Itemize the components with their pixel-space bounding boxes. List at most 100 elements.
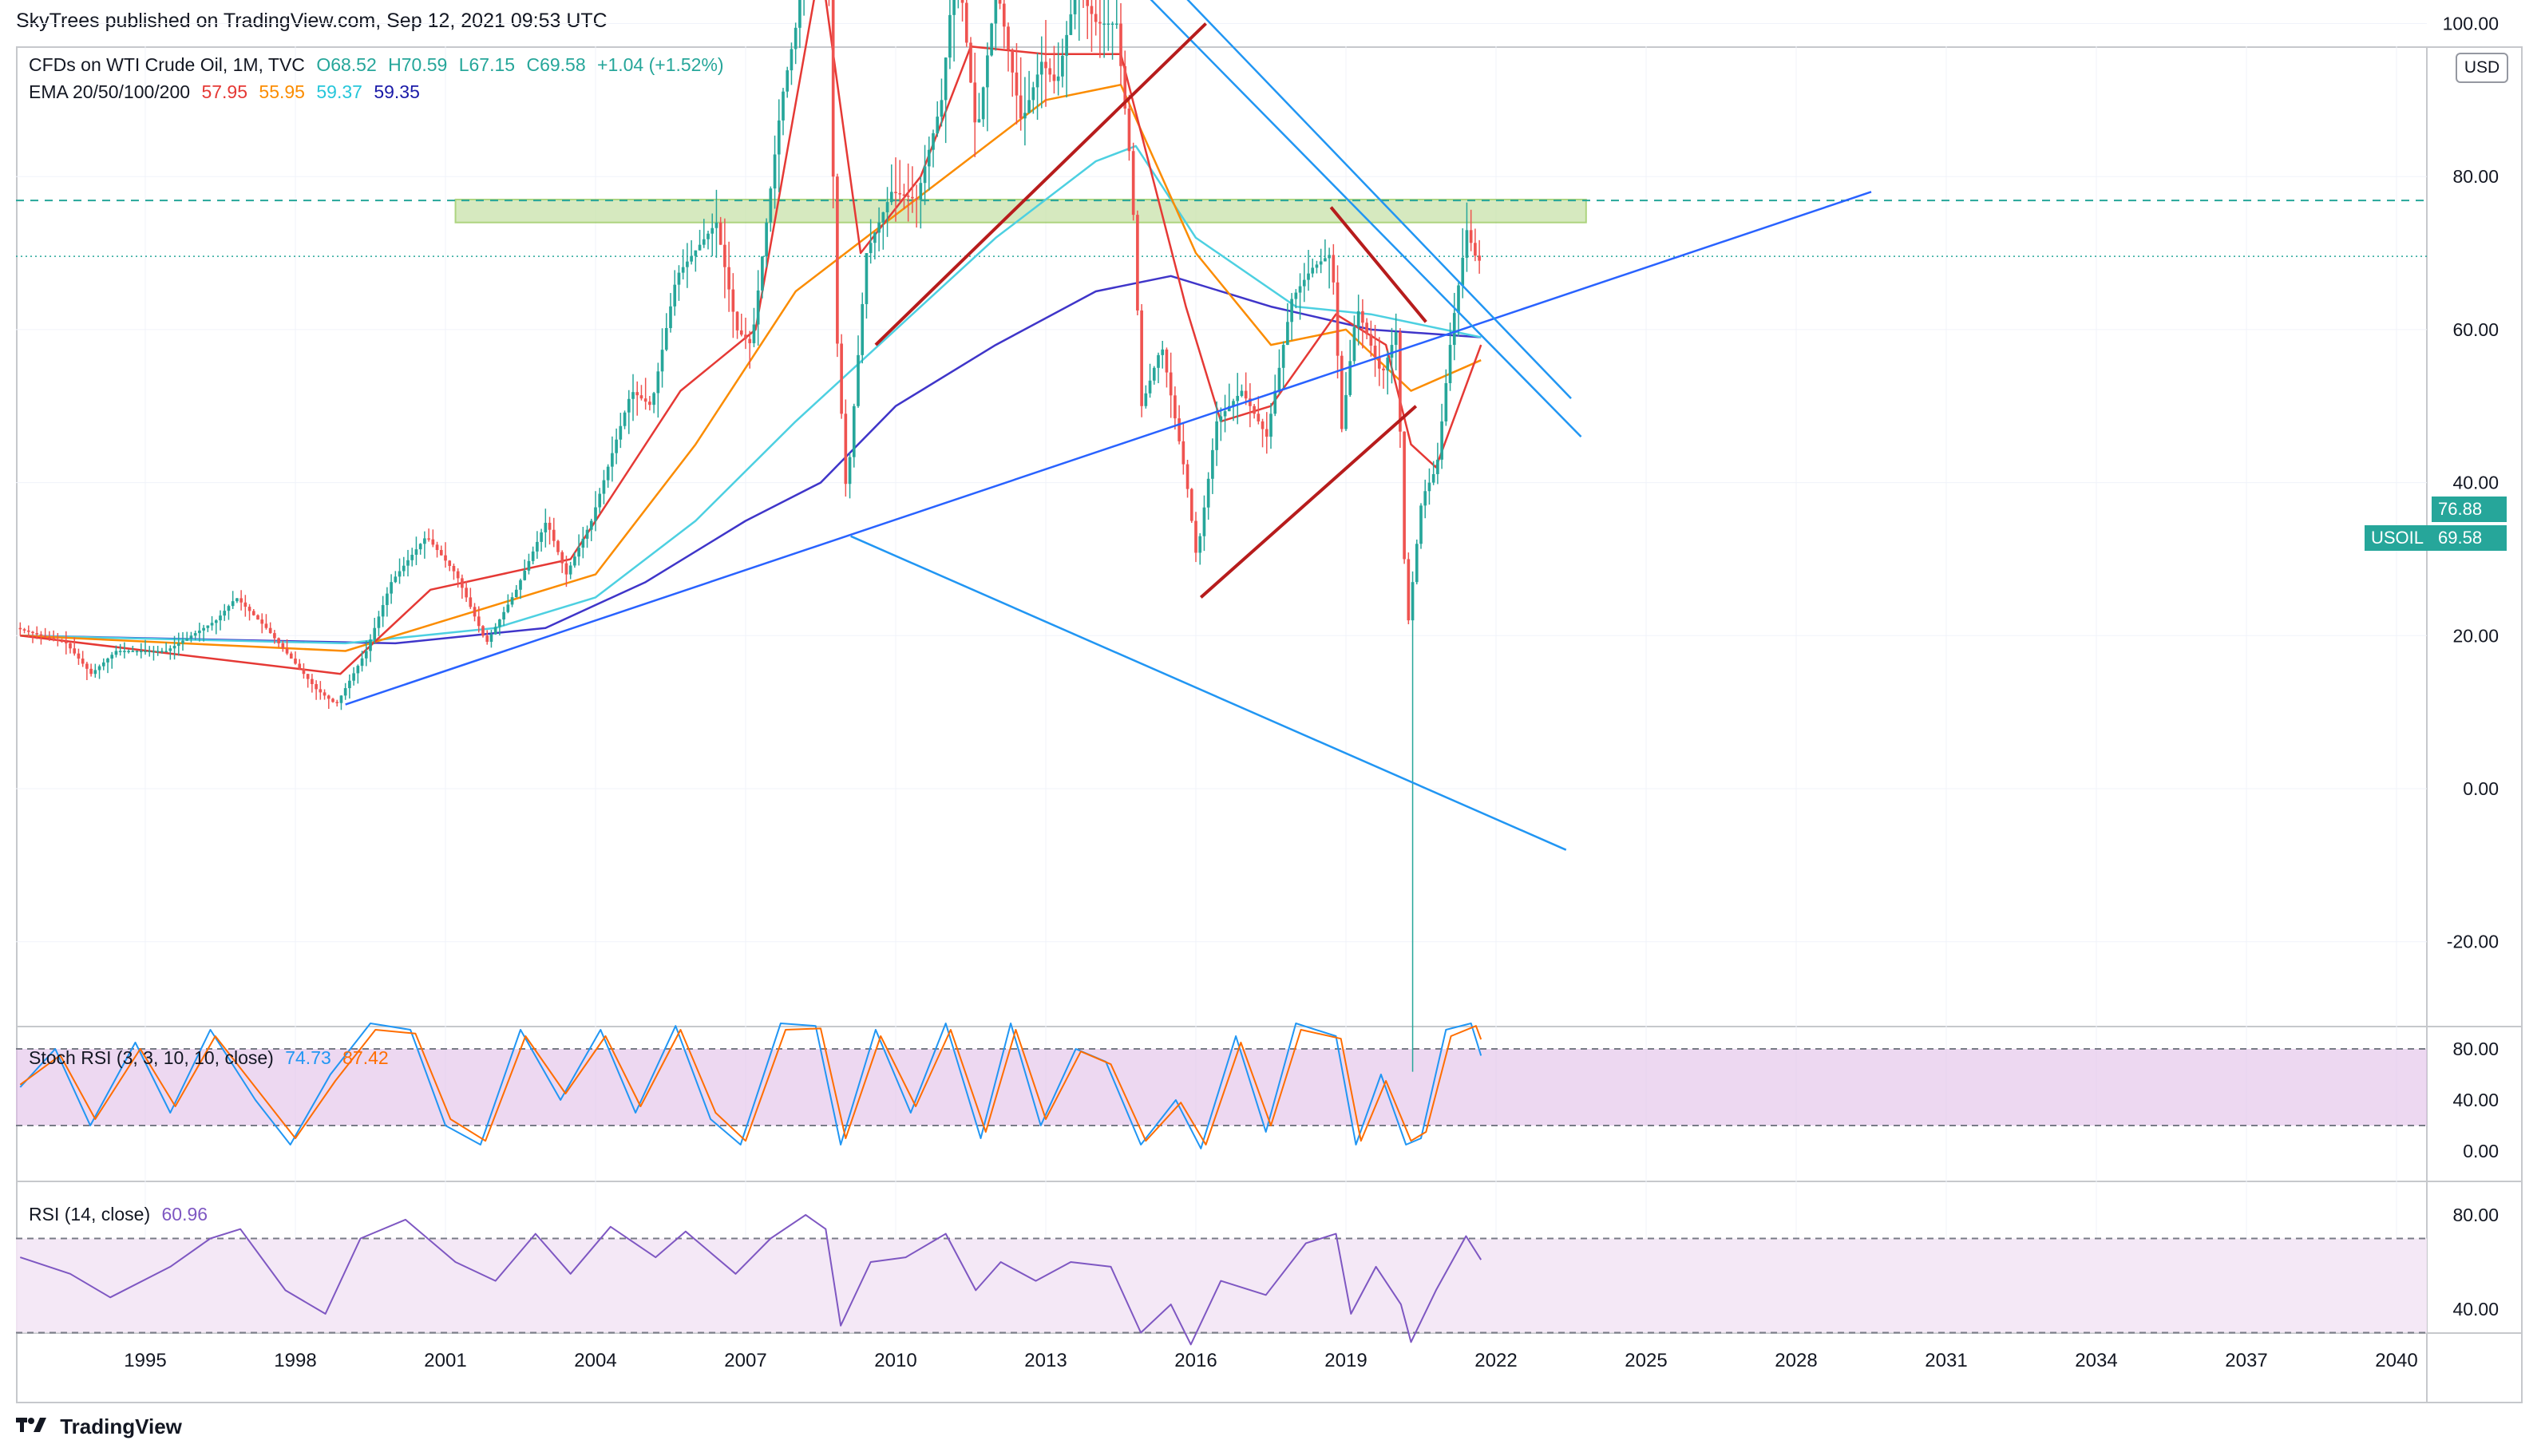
candle-body (273, 633, 276, 639)
candle-body (1403, 431, 1406, 560)
candle-body (1390, 345, 1394, 358)
candle-body (394, 576, 398, 583)
ema20-value: 57.95 (201, 81, 248, 102)
candle-body (493, 627, 497, 635)
candle-body (1098, 22, 1102, 24)
open-value: O68.52 (316, 54, 377, 75)
candle-body (652, 393, 655, 406)
candle-body (97, 666, 101, 671)
candle-body (1169, 372, 1173, 396)
trendline-support[interactable] (345, 191, 1872, 706)
candle-body (1039, 61, 1043, 75)
rsi-title[interactable]: RSI (14, close) (29, 1204, 151, 1225)
candle-body (723, 244, 726, 267)
candle-body (1461, 257, 1465, 286)
candle-body (231, 601, 235, 607)
candle-body (339, 695, 343, 703)
ema100-value: 59.37 (316, 81, 362, 102)
candle-body (718, 222, 722, 245)
ema-title[interactable]: EMA 20/50/100/200 (29, 81, 191, 102)
candle-body (623, 412, 627, 426)
candle-body (1181, 441, 1185, 465)
candle-body (311, 679, 314, 685)
candle-body (302, 668, 306, 675)
candle-body (1178, 418, 1181, 441)
candle-body (406, 560, 410, 566)
candle-body (1073, 0, 1077, 14)
currency-button[interactable]: USD (2456, 53, 2508, 83)
candle-body (1185, 464, 1189, 489)
candle-body (752, 324, 756, 343)
candle-body (369, 639, 372, 651)
stoch-legend: Stoch RSI (3, 3, 10, 10, close) 74.73 87… (29, 1047, 395, 1069)
candle-body (936, 117, 940, 133)
candle-body (439, 550, 443, 556)
candle-body (973, 82, 977, 123)
candle-body (219, 615, 222, 621)
candle-body (431, 539, 435, 545)
trendline-channel-lower[interactable] (850, 535, 1567, 851)
trendline-triangle-bottom[interactable] (874, 22, 1207, 346)
candle-body (777, 120, 781, 155)
candle-body (1223, 411, 1227, 417)
trendline-pattern-bottom[interactable] (1199, 405, 1418, 599)
candle-body (852, 406, 856, 457)
candle-body (986, 55, 989, 88)
candle-body (844, 413, 848, 485)
candle-body (681, 267, 685, 273)
candle-body (581, 538, 585, 548)
candle-body (1436, 459, 1439, 474)
candle-body (247, 607, 251, 611)
candle-body (1478, 255, 1481, 261)
candle-body (794, 27, 798, 49)
candle-body (831, 0, 835, 177)
candle-body (560, 552, 564, 564)
symbol-title[interactable]: CFDs on WTI Crude Oil, 1M, TVC (29, 54, 305, 75)
candle-body (656, 371, 660, 394)
candle-body (1065, 34, 1068, 56)
candle-body (1198, 536, 1202, 553)
candle-body (85, 663, 89, 669)
candle-body (568, 565, 572, 575)
candle-body (1174, 395, 1177, 419)
candle-body (1110, 23, 1114, 25)
candle-body (448, 560, 452, 566)
candle-body (1165, 349, 1169, 373)
candle-body (185, 638, 189, 641)
candle-body (673, 284, 677, 307)
x-tick-label: 1998 (274, 1350, 316, 1371)
candle-body (1015, 72, 1019, 96)
candle-body (52, 638, 55, 640)
candle-body (1094, 14, 1098, 22)
x-tick-label: 2025 (1625, 1350, 1667, 1371)
candle-body (1056, 76, 1060, 81)
change-value: +1.04 (+1.52%) (597, 54, 724, 75)
high-value: H70.59 (388, 54, 448, 75)
candle-body (948, 14, 952, 58)
rsi-band (16, 1238, 2427, 1333)
trendline-pattern-top[interactable] (1329, 206, 1427, 323)
candle-body (540, 532, 543, 542)
candle-body (315, 684, 318, 690)
candle-body (589, 520, 593, 530)
y-tick-label: 100.00 (2443, 14, 2499, 34)
candle-body (1294, 292, 1298, 299)
trendline-channel-upper[interactable] (821, 0, 1572, 400)
candle-body (1215, 421, 1218, 450)
candle-body (960, 0, 964, 3)
candle-body (1407, 559, 1411, 621)
x-tick-label: 2016 (1174, 1350, 1217, 1371)
stoch-title[interactable]: Stoch RSI (3, 3, 10, 10, close) (29, 1047, 274, 1068)
footer-brand[interactable]: TradingView (16, 1414, 182, 1439)
trendline-channel-mid[interactable] (821, 0, 1582, 437)
candle-body (93, 670, 97, 675)
candle-body (26, 630, 30, 632)
candle-body (1023, 113, 1027, 119)
candle-body (698, 244, 702, 251)
candle-body (765, 222, 768, 257)
candle-body (577, 548, 580, 557)
candle-body (485, 635, 489, 643)
candle-body (1061, 55, 1064, 77)
candle-body (156, 651, 160, 652)
